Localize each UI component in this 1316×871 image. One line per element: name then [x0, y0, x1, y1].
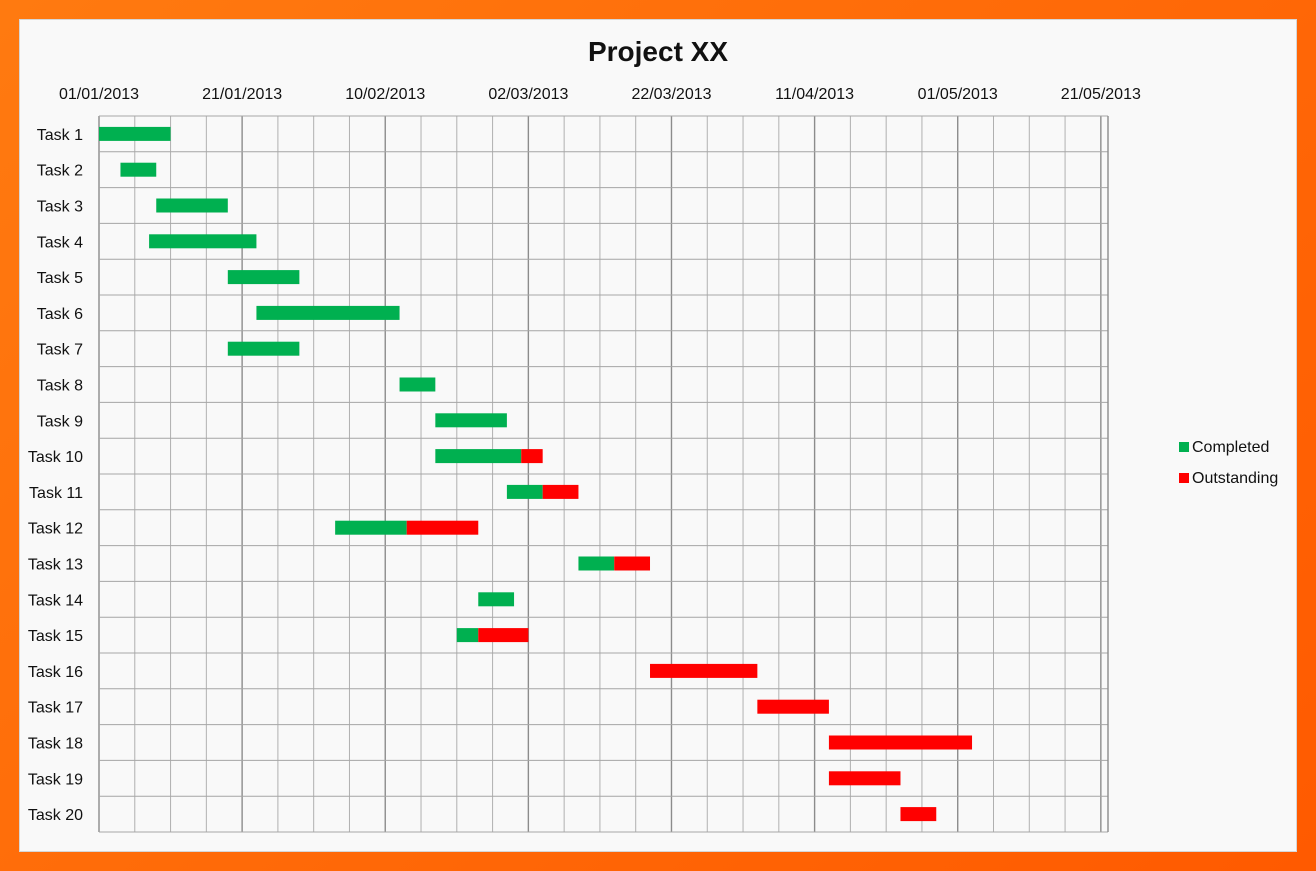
category-label: Task 18	[28, 736, 83, 753]
x-tick-label: 10/02/2013	[345, 86, 425, 103]
x-axis-tick-labels: 01/01/2013 21/01/2013 10/02/2013 02/03/2013…	[59, 86, 1141, 103]
category-label: Task 5	[37, 270, 83, 287]
category-label: Task 16	[28, 664, 83, 681]
x-tick-label: 02/03/2013	[488, 86, 568, 103]
completed-bar	[335, 520, 407, 535]
completed-bar	[256, 305, 400, 320]
completed-bar	[478, 592, 515, 607]
category-label: Task 10	[28, 449, 83, 466]
x-tick-label: 22/03/2013	[631, 86, 711, 103]
completed-bar	[435, 449, 522, 464]
category-label: Task 11	[29, 485, 83, 502]
legend-swatch	[1179, 473, 1189, 483]
category-label: Task 20	[28, 807, 83, 824]
category-label: Task 12	[28, 521, 83, 538]
completed-bar	[120, 162, 157, 177]
category-label: Task 14	[28, 592, 83, 609]
grid-lines	[98, 115, 1109, 833]
completed-bar	[149, 234, 257, 249]
completed-bar	[227, 341, 300, 356]
outstanding-bar	[650, 663, 758, 678]
completed-bar	[227, 270, 300, 285]
x-tick-label: 11/04/2013	[775, 86, 854, 103]
outstanding-bar	[828, 771, 901, 786]
x-tick-label: 01/01/2013	[59, 86, 139, 103]
completed-bar	[435, 413, 507, 428]
category-label: Task 7	[37, 342, 83, 359]
completed-bar	[399, 377, 436, 392]
category-label: Task 19	[28, 771, 83, 788]
category-label: Task 17	[28, 700, 83, 717]
bars	[99, 126, 973, 822]
category-label: Task 9	[37, 413, 83, 430]
outstanding-bar	[828, 735, 973, 750]
category-labels: Task 1 Task 2 Task 3 Task 4 Task 5 Task 6 Task…	[28, 127, 83, 824]
completed-bar	[456, 628, 479, 643]
outstanding-bar	[614, 556, 651, 571]
category-label: Task 6	[37, 306, 83, 323]
x-tick-label: 21/01/2013	[202, 86, 282, 103]
completed-bar	[506, 484, 543, 499]
outstanding-bar	[900, 807, 937, 822]
category-label: Task 13	[28, 557, 83, 574]
outstanding-bar	[542, 484, 579, 499]
category-label: Task 1	[37, 127, 83, 144]
outstanding-bar	[406, 520, 479, 535]
x-tick-label: 21/05/2013	[1061, 86, 1141, 103]
legend-swatch	[1179, 442, 1189, 452]
category-label: Task 3	[37, 199, 83, 216]
category-label: Task 15	[28, 628, 83, 645]
chart-panel	[19, 19, 1297, 852]
outstanding-bar	[521, 449, 543, 464]
outstanding-bar	[478, 628, 529, 643]
outstanding-bar	[757, 699, 829, 714]
legend: Completed Outstanding	[1179, 439, 1278, 487]
chart-title: Project XX	[588, 36, 728, 67]
completed-bar	[578, 556, 615, 571]
completed-bar	[99, 126, 171, 141]
legend-label: Outstanding	[1192, 470, 1278, 487]
completed-bar	[156, 198, 228, 213]
legend-label: Completed	[1192, 439, 1269, 456]
category-label: Task 2	[37, 163, 83, 180]
x-tick-label: 01/05/2013	[918, 86, 998, 103]
category-label: Task 8	[37, 378, 83, 395]
category-label: Task 4	[37, 234, 83, 251]
